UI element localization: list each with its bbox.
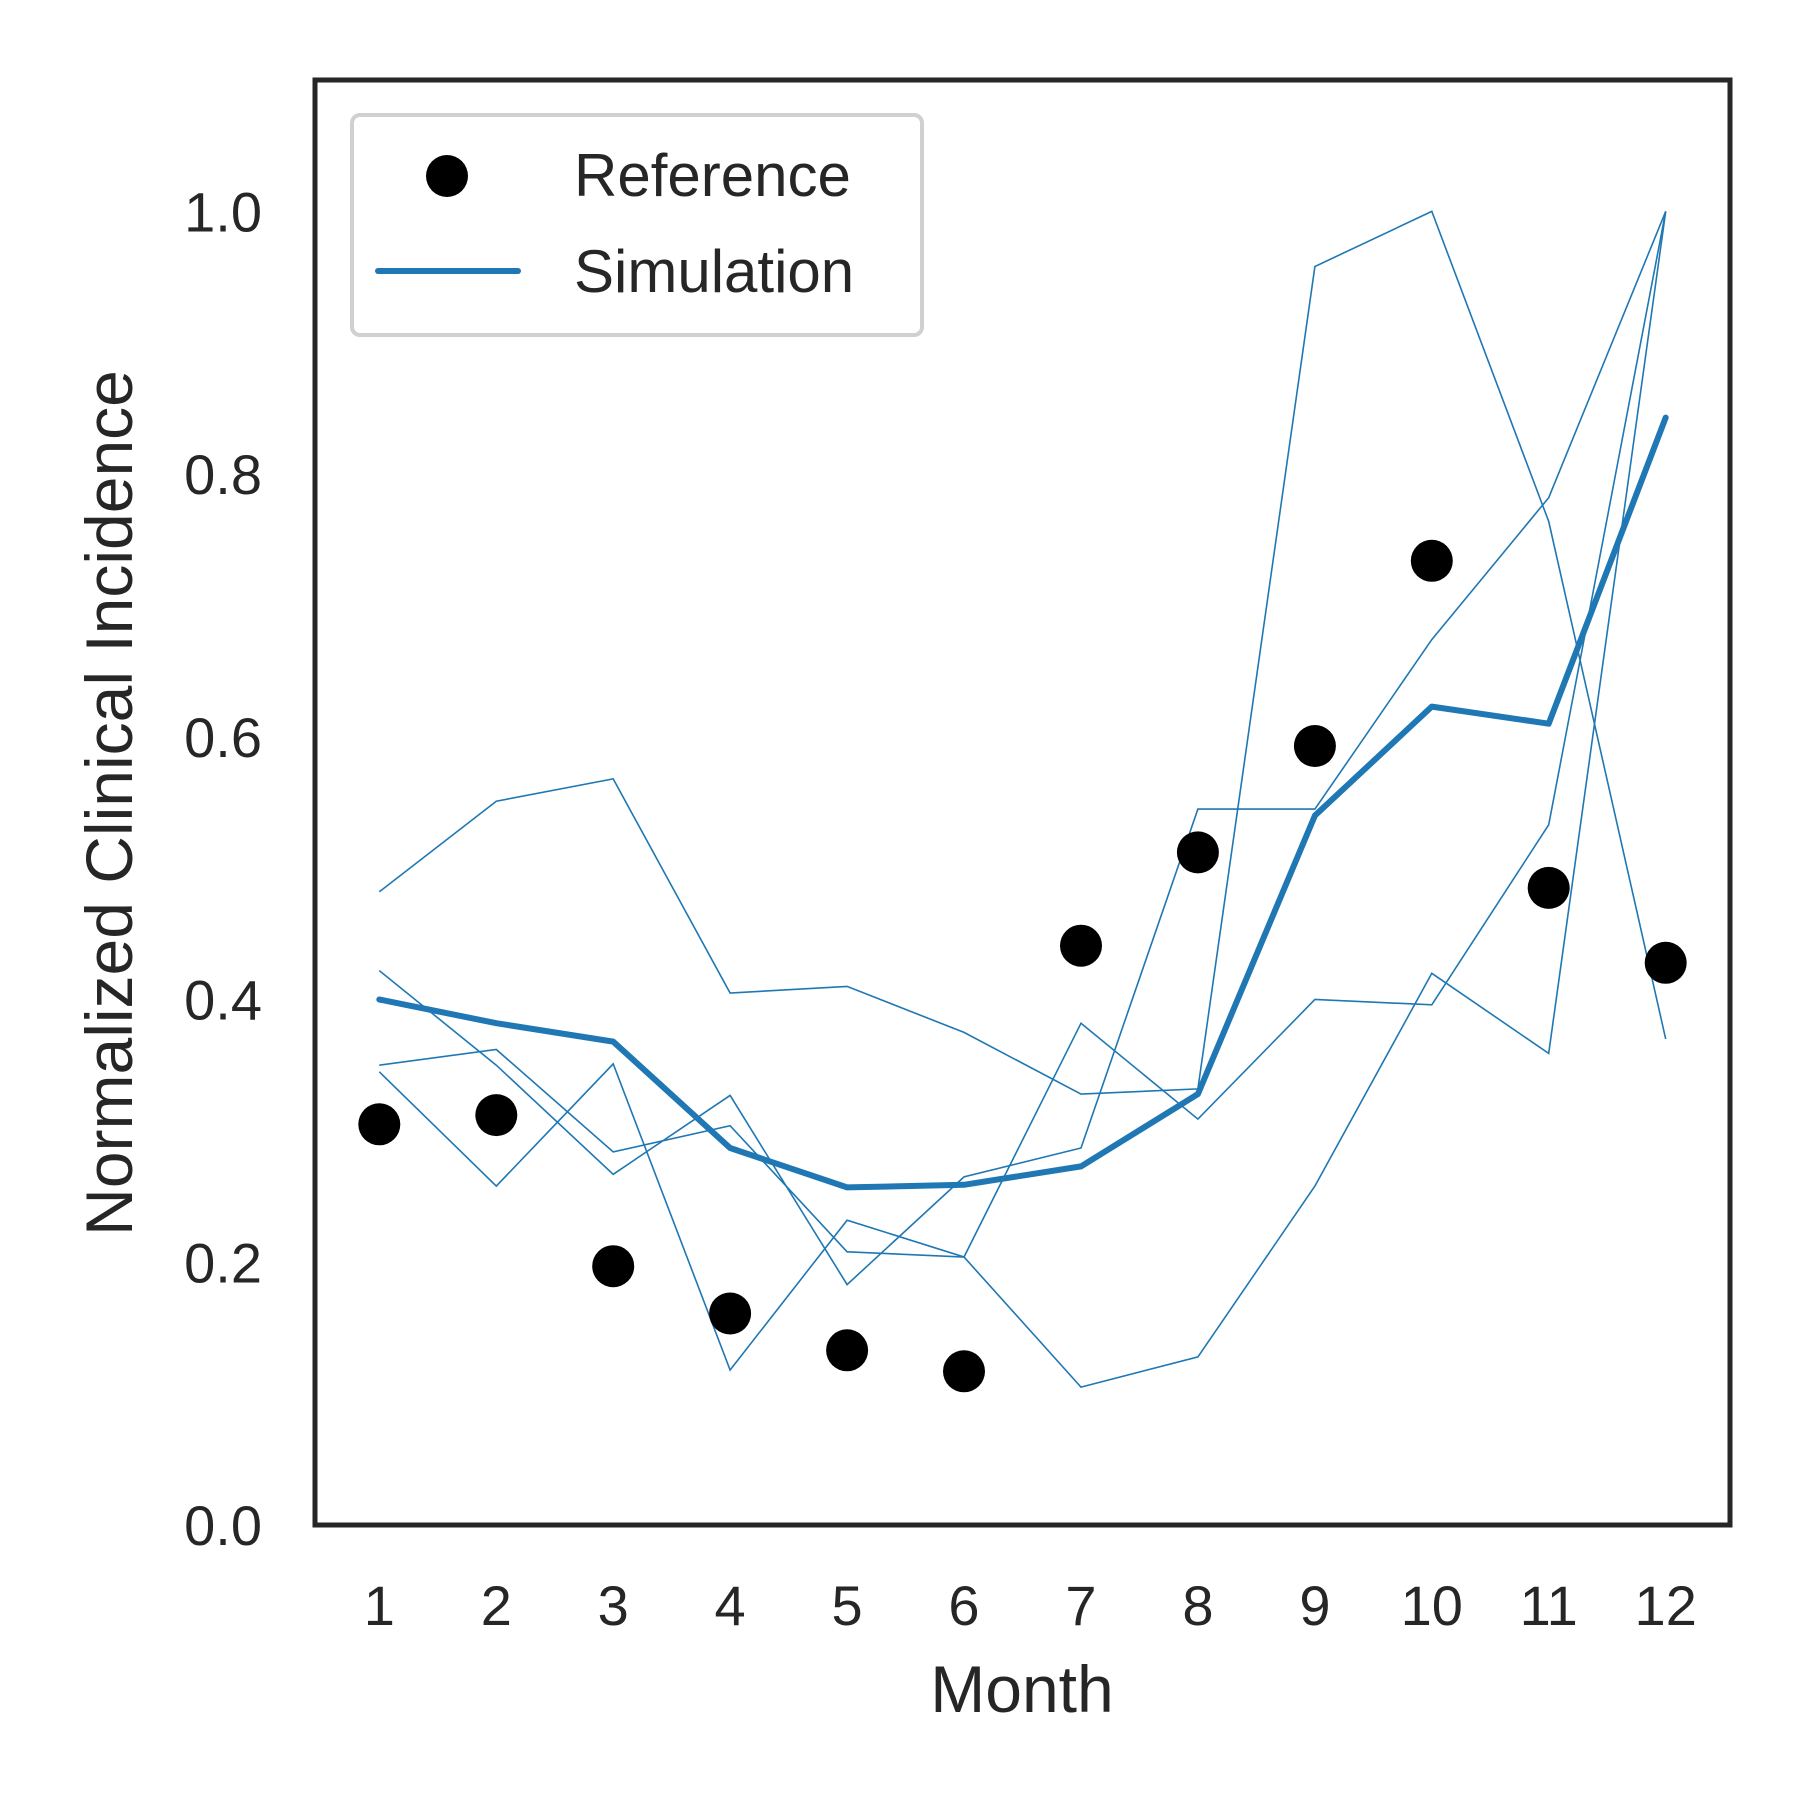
reference-points-group — [358, 539, 1687, 1393]
reference-point-month-12 — [1644, 941, 1687, 984]
x-tick-label-2: 2 — [481, 1574, 512, 1637]
y-tick-label-0.8: 0.8 — [184, 443, 262, 506]
x-tick-labels: 1 2 3 4 5 6 7 8 9 10 11 12 — [364, 1574, 1697, 1637]
x-tick-label-4: 4 — [715, 1574, 746, 1637]
reference-point-month-9 — [1293, 725, 1336, 767]
x-tick-label-7: 7 — [1065, 1574, 1096, 1637]
y-tick-label-1.0: 1.0 — [184, 180, 262, 243]
x-tick-label-10: 10 — [1401, 1574, 1463, 1637]
x-tick-label-6: 6 — [948, 1574, 979, 1637]
y-tick-label-0.4: 0.4 — [184, 969, 262, 1032]
x-tick-label-8: 8 — [1182, 1574, 1213, 1637]
x-tick-label-1: 1 — [364, 1574, 395, 1637]
simulation-run-line-2 — [379, 211, 1667, 1258]
y-tick-label-0.6: 0.6 — [184, 706, 262, 769]
simulation-mean-line — [376, 414, 1669, 1191]
reference-point-month-6 — [943, 1350, 985, 1393]
reference-point-month-1 — [358, 1103, 401, 1146]
x-tick-label-3: 3 — [598, 1574, 629, 1637]
reference-point-month-3 — [592, 1245, 635, 1288]
legend: Reference Simulation — [350, 113, 924, 337]
y-tick-label-0.0: 0.0 — [184, 1494, 262, 1557]
simulation-mean-group — [376, 414, 1669, 1191]
x-tick-label-12: 12 — [1635, 1574, 1697, 1637]
simulation-run-line-3 — [378, 211, 1667, 1388]
simulation-run-line-4 — [378, 211, 1667, 1286]
reference-point-month-7 — [1060, 924, 1102, 967]
reference-point-month-11 — [1527, 866, 1570, 909]
simulation-run-line-1 — [378, 210, 1667, 1095]
reference-point-month-10 — [1410, 539, 1453, 582]
simulation-runs-group — [378, 210, 1667, 1388]
x-axis-title: Month — [930, 1652, 1113, 1726]
x-tick-label-9: 9 — [1299, 1574, 1330, 1637]
y-axis-title: Normalized Clinical Incidence — [72, 370, 146, 1236]
legend-box — [350, 113, 924, 337]
legend-reference-marker — [426, 155, 468, 197]
y-tick-labels: 0.0 0.2 0.4 0.6 0.8 1.0 — [184, 180, 262, 1557]
x-tick-label-11: 11 — [1520, 1574, 1578, 1637]
y-tick-label-0.2: 0.2 — [184, 1231, 262, 1294]
legend-reference-label: Reference — [574, 142, 851, 209]
plot-frame — [312, 77, 1733, 1528]
x-tick-label-5: 5 — [832, 1574, 863, 1637]
reference-point-month-5 — [826, 1329, 869, 1372]
reference-point-month-8 — [1176, 831, 1219, 874]
reference-point-month-4 — [709, 1292, 752, 1335]
legend-simulation-label: Simulation — [574, 238, 854, 305]
reference-point-month-2 — [475, 1094, 518, 1137]
